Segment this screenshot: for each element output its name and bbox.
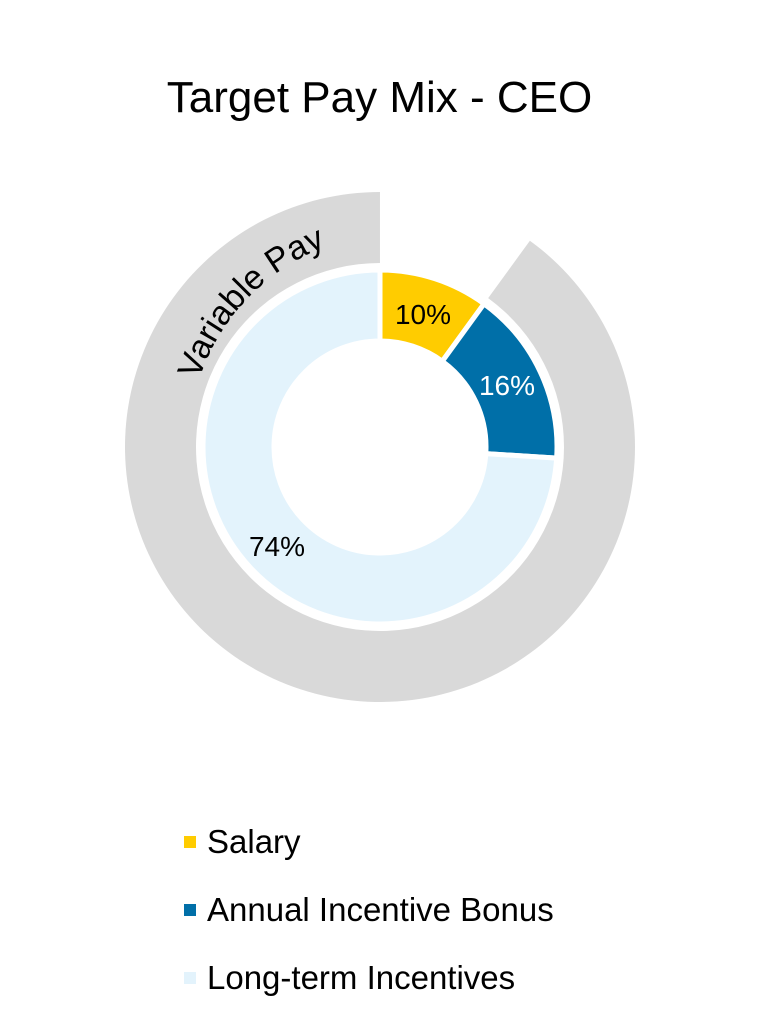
legend-item-lti[interactable]: Long-term Incentives [184, 944, 554, 1012]
lti-swatch-icon [184, 972, 196, 984]
salary-swatch-icon [184, 836, 196, 848]
donut-slices [200, 267, 560, 627]
legend-label: Long-term Incentives [207, 959, 516, 996]
bonus-pct-label: 16% [479, 370, 535, 401]
chart-title: Target Pay Mix - CEO [166, 73, 593, 122]
slice-labels: 10% 16% 74% [249, 299, 535, 562]
bonus-swatch-icon [184, 904, 196, 916]
legend: Salary Annual Incentive Bonus Long-term … [184, 808, 554, 1012]
legend-label: Annual Incentive Bonus [207, 891, 554, 928]
lti-slice[interactable] [200, 267, 560, 627]
legend-item-bonus[interactable]: Annual Incentive Bonus [184, 876, 554, 944]
lti-pct-label: 74% [249, 531, 305, 562]
legend-label: Salary [207, 823, 301, 860]
salary-pct-label: 10% [395, 299, 451, 330]
legend-item-salary[interactable]: Salary [184, 808, 554, 876]
